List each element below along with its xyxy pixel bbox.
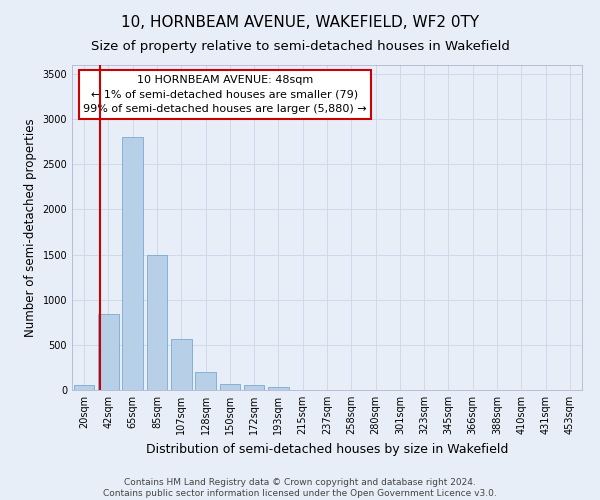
Text: 10, HORNBEAM AVENUE, WAKEFIELD, WF2 0TY: 10, HORNBEAM AVENUE, WAKEFIELD, WF2 0TY [121, 15, 479, 30]
Bar [98, 314, 119, 390]
Text: Size of property relative to semi-detached houses in Wakefield: Size of property relative to semi-detach… [91, 40, 509, 53]
X-axis label: Distribution of semi-detached houses by size in Wakefield: Distribution of semi-detached houses by … [146, 442, 508, 456]
Bar [146, 254, 167, 390]
Bar [220, 384, 240, 390]
Bar [122, 137, 143, 390]
Bar [195, 372, 216, 390]
Bar [171, 340, 191, 390]
Bar [74, 384, 94, 390]
Y-axis label: Number of semi-detached properties: Number of semi-detached properties [24, 118, 37, 337]
Text: Contains HM Land Registry data © Crown copyright and database right 2024.
Contai: Contains HM Land Registry data © Crown c… [103, 478, 497, 498]
Text: 10 HORNBEAM AVENUE: 48sqm
← 1% of semi-detached houses are smaller (79)
99% of s: 10 HORNBEAM AVENUE: 48sqm ← 1% of semi-d… [83, 74, 367, 114]
Bar [244, 386, 265, 390]
Bar [268, 388, 289, 390]
